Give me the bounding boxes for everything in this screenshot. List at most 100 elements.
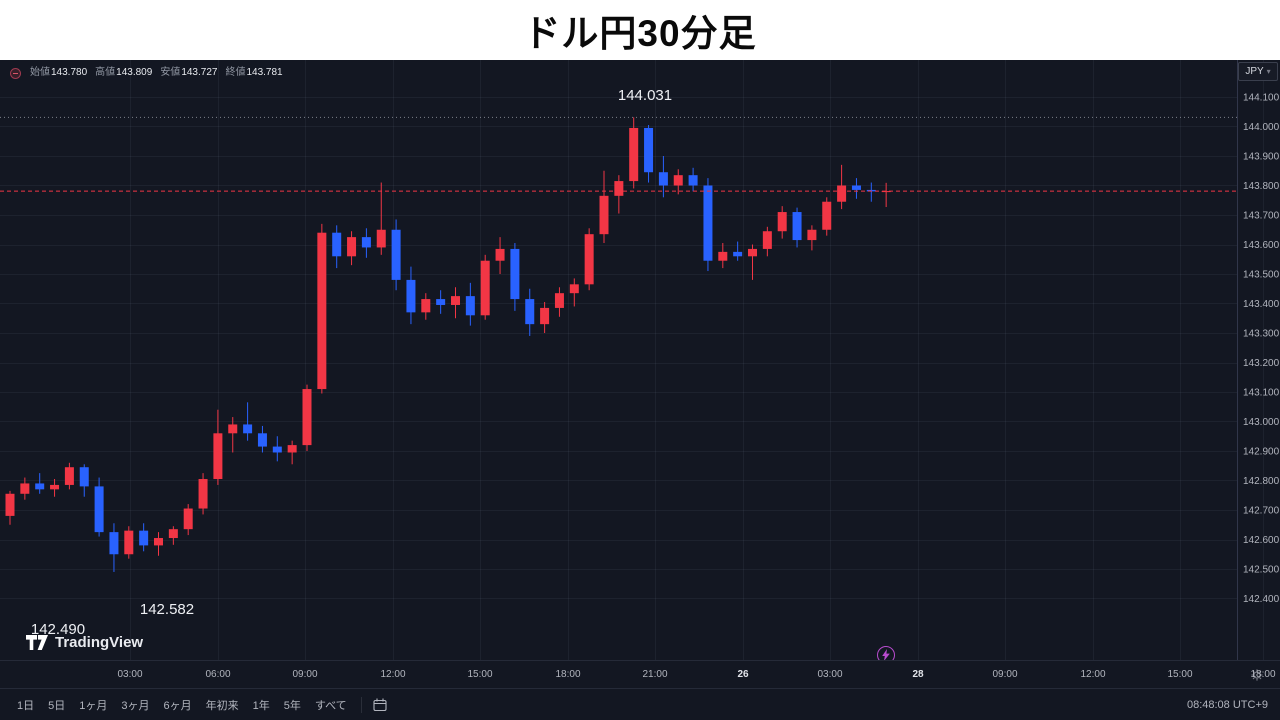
range-button-5日[interactable]: 5日	[48, 699, 66, 712]
price-axis-label: 142.700	[1243, 506, 1280, 517]
time-axis-label: 15:00	[467, 669, 493, 680]
range-button-すべて[interactable]: すべて	[314, 699, 347, 712]
tradingview-logo-text: TradingView	[55, 634, 144, 651]
candle-body	[703, 185, 713, 261]
range-button-1ヶ月[interactable]: 1ヶ月	[79, 699, 108, 712]
candle-body	[406, 279, 416, 313]
candle-body	[569, 284, 579, 294]
range-button-1日[interactable]: 1日	[17, 699, 35, 712]
range-button-3ヶ月[interactable]: 3ヶ月	[121, 699, 150, 712]
toolbar-divider	[360, 696, 362, 713]
symbol-marker-icon[interactable]	[10, 67, 21, 79]
candle-body	[243, 424, 253, 434]
candle-body	[436, 299, 446, 305]
price-annotation: 142.582	[140, 601, 194, 618]
candle-body	[257, 433, 267, 447]
time-axis-label: 26	[737, 669, 749, 680]
candle-body	[465, 296, 475, 316]
time-axis-label: 12:00	[380, 669, 406, 680]
candle-body	[421, 299, 431, 313]
candle-body	[777, 212, 787, 232]
candle-body	[347, 237, 357, 257]
candle-body	[733, 251, 743, 257]
candle-body	[317, 232, 327, 390]
candle-body	[614, 181, 624, 196]
time-axis-label: 12:00	[1080, 669, 1106, 680]
ohlc-legend-items: 始値143.780 高値143.809 安値143.727 終値143.781	[30, 67, 283, 79]
candle-body	[154, 538, 163, 546]
price-axis-label: 142.600	[1243, 535, 1280, 546]
price-axis-label: 142.900	[1243, 447, 1280, 458]
chart-area[interactable]: 144.100 144.000 143.900 143.800 143.700 143.6…	[0, 60, 1280, 664]
candle-body	[376, 229, 386, 248]
candle-body	[807, 229, 817, 241]
candle-body	[658, 172, 668, 186]
range-button-5年[interactable]: 5年	[283, 699, 301, 712]
candle-body	[881, 191, 891, 193]
candle-body	[480, 260, 490, 316]
candle-body	[822, 201, 832, 230]
candle-body	[139, 530, 149, 546]
candle-body	[302, 389, 312, 446]
candle-body	[762, 231, 772, 249]
price-axis-label: 144.000	[1243, 122, 1280, 133]
page-title-bar: ドル円30分足	[0, 0, 1280, 60]
candle-body	[792, 212, 802, 241]
clock-timestamp[interactable]: 08:48:08 UTC+9	[1186, 698, 1268, 711]
range-button-6ヶ月[interactable]: 6ヶ月	[163, 699, 192, 712]
candle-body	[79, 467, 89, 487]
price-axis-label: 143.800	[1243, 181, 1280, 192]
ohlc-high: 高値143.809	[95, 67, 153, 78]
candle-body	[525, 299, 535, 325]
gear-icon[interactable]	[1251, 669, 1263, 684]
time-axis-label: 18:00	[1250, 669, 1276, 680]
ohlc-close: 終値143.781	[225, 67, 283, 78]
price-axis-label: 144.100	[1243, 93, 1280, 104]
candle-body	[228, 424, 238, 434]
candle-body	[495, 248, 505, 261]
candle-body	[540, 307, 550, 325]
price-axis-label: 143.200	[1243, 358, 1280, 369]
time-axis-label: 28	[912, 669, 924, 680]
time-axis-label: 15:00	[1167, 669, 1193, 680]
range-button-1年[interactable]: 1年	[252, 699, 270, 712]
range-button-年初来[interactable]: 年初来	[205, 699, 239, 712]
price-axis-label: 142.500	[1243, 565, 1280, 576]
candlestick-chart[interactable]: 144.100 144.000 143.900 143.800 143.700 143.6…	[0, 60, 1280, 660]
tradingview-logo-icon	[26, 635, 48, 650]
time-axis-label: 06:00	[205, 669, 231, 680]
tradingview-logo[interactable]: TradingView	[26, 634, 143, 651]
currency-unit-button[interactable]: JPY ▾	[1238, 62, 1278, 81]
price-annotation: 142.490	[31, 621, 85, 638]
bottom-toolbar: 1日 5日 1ヶ月 3ヶ月 6ヶ月 年初来 1年 5年 すべて 08:48:08 UTC+9	[0, 688, 1280, 720]
candle-body	[332, 232, 342, 257]
candle-body	[361, 237, 371, 248]
time-axis-label: 09:00	[292, 669, 318, 680]
candle-body	[198, 479, 208, 509]
candle-body	[748, 248, 757, 257]
candle-body	[5, 493, 15, 516]
candle-body	[183, 508, 193, 530]
currency-unit-label: JPY	[1245, 66, 1264, 77]
price-axis-label: 143.100	[1243, 388, 1280, 399]
price-axis-label: 143.000	[1243, 417, 1280, 428]
candle-body	[272, 446, 282, 453]
price-axis-label: 143.700	[1243, 211, 1280, 222]
price-axis-label: 143.900	[1243, 152, 1280, 163]
time-axis[interactable]: 03:00 06:00 09:00 12:00 15:00 18:00 21:00 26 03:…	[0, 660, 1280, 688]
range-buttons: 1日 5日 1ヶ月 3ヶ月 6ヶ月 年初来 1年 5年 すべて	[10, 694, 354, 716]
candle-body	[109, 532, 119, 555]
candle-body	[584, 234, 594, 285]
candle-body	[718, 251, 728, 261]
time-axis-label: 03:00	[117, 669, 143, 680]
candle-body	[35, 483, 45, 490]
go-to-date-icon[interactable]	[369, 698, 391, 711]
candle-body	[599, 195, 609, 235]
price-axis-label: 143.500	[1243, 270, 1280, 281]
chevron-down-icon: ▾	[1266, 67, 1271, 76]
page-title: ドル円30分足	[523, 13, 757, 54]
ohlc-open: 始値143.780	[30, 67, 88, 78]
candle-body	[50, 484, 60, 490]
time-axis-label: 18:00	[555, 669, 581, 680]
